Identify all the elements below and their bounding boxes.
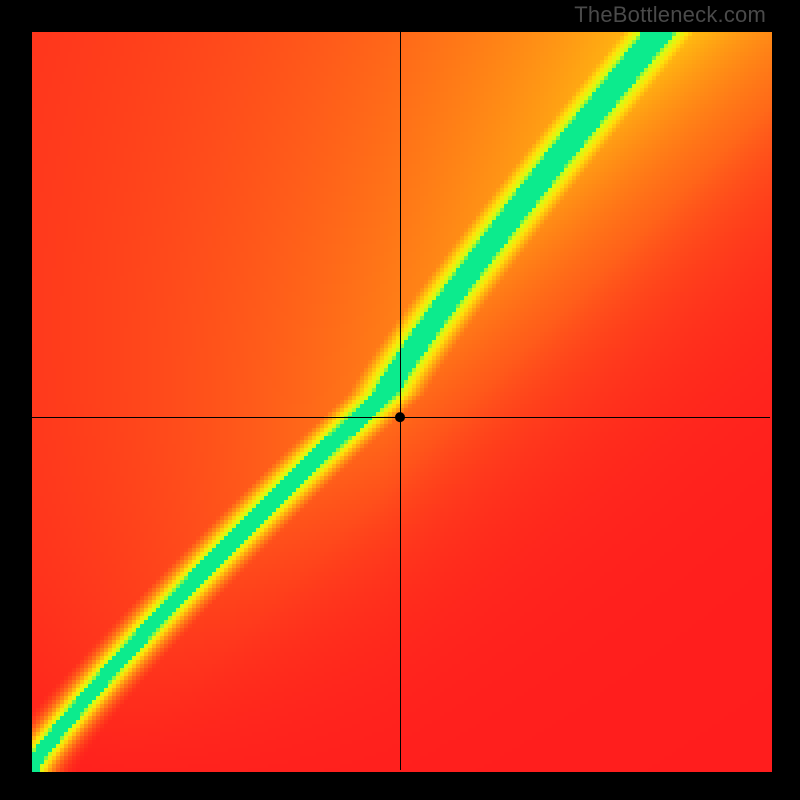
watermark-text: TheBottleneck.com: [574, 2, 766, 28]
crosshair-overlay: [0, 0, 800, 800]
chart-container: TheBottleneck.com: [0, 0, 800, 800]
